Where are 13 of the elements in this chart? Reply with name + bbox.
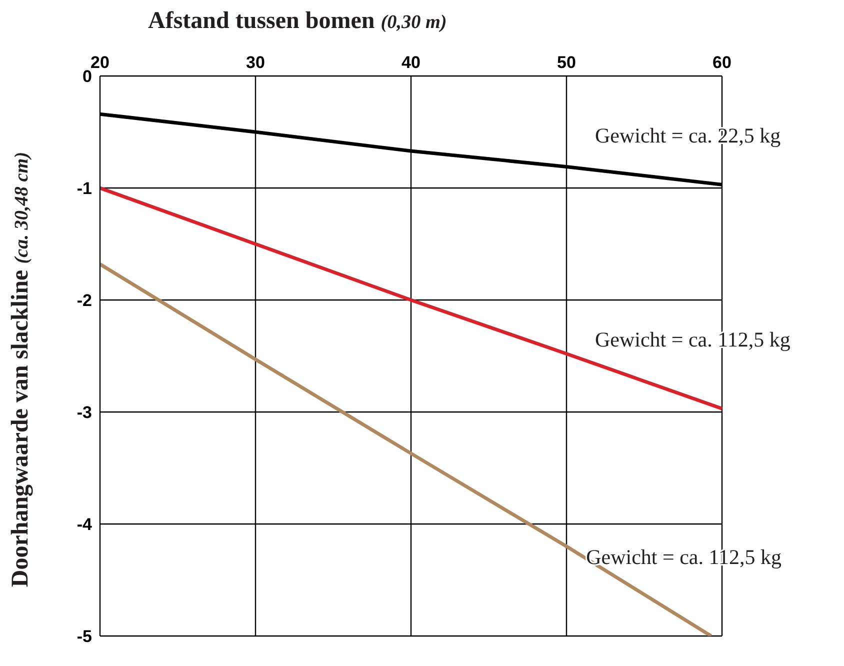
x-axis-title: Afstand tussen bomen (0,30 m) bbox=[148, 8, 447, 34]
x-tick-label: 30 bbox=[246, 53, 265, 72]
x-tick-label: 50 bbox=[557, 53, 576, 72]
x-tick-label: 20 bbox=[90, 53, 110, 72]
y-tick-label: -1 bbox=[76, 179, 92, 198]
x-tick-label: 60 bbox=[712, 53, 732, 72]
x-tick-label: 40 bbox=[402, 53, 420, 72]
y-tick-label: -3 bbox=[76, 403, 92, 422]
y-tick-label: 0 bbox=[82, 67, 92, 86]
y-axis-title: Doorhangwaarde van slackline (ca. 30,48 cm) bbox=[8, 152, 34, 588]
y-tick-label: -5 bbox=[76, 627, 92, 646]
y-tick-label: -4 bbox=[76, 515, 93, 534]
y-tick-label: -2 bbox=[76, 291, 92, 310]
